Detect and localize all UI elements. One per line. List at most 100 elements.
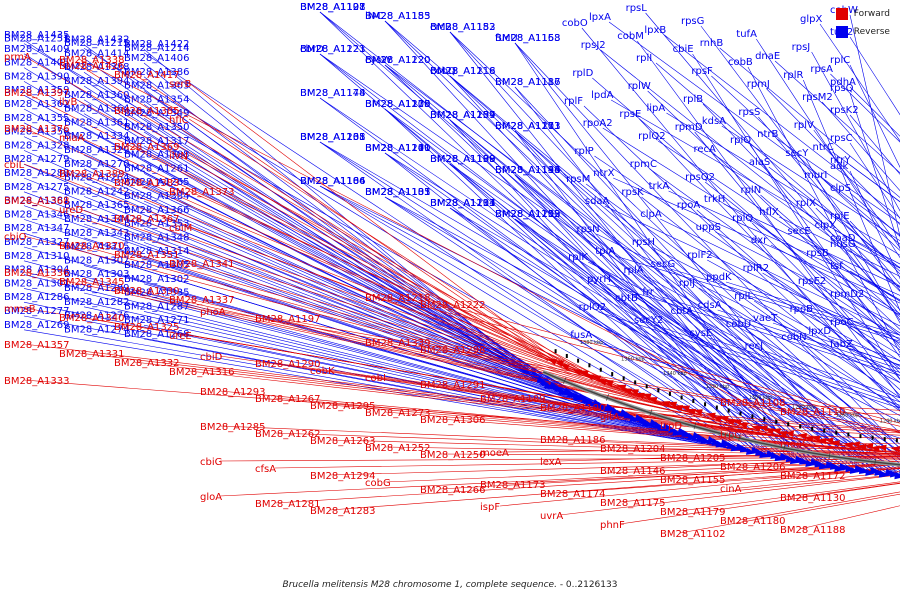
reverse-gene-label: rpsM2 — [802, 92, 833, 103]
forward-feature-arrow — [777, 430, 788, 438]
forward-gene-label: BM28_A1357 — [4, 340, 70, 351]
reverse-connector-line — [749, 144, 900, 358]
forward-gene-label: ureE — [169, 331, 192, 342]
forward-gene-label: BM28_A1426 — [59, 61, 125, 72]
reverse-gene-label: BM28_A1136 — [495, 165, 561, 176]
reverse-connector-line — [664, 34, 900, 219]
forward-feature-arrow — [810, 435, 821, 442]
legend-item-forward: Forward — [835, 8, 890, 20]
scale-tick — [828, 451, 831, 459]
forward-gene-label: cinA — [720, 484, 742, 495]
misc-feature-tick — [823, 428, 826, 433]
reverse-gene-label: BM28_A1103 — [495, 209, 561, 220]
forward-feature-arrow — [830, 440, 840, 447]
reverse-gene-label: BM28_A1168 — [300, 132, 366, 143]
reverse-connector-line — [700, 25, 900, 291]
reverse-connector-line — [777, 138, 900, 224]
reverse-gene-label: BM28_A1435 — [4, 30, 70, 41]
forward-connector-line — [384, 411, 900, 454]
reverse-gene-label: BM28_A1308 — [124, 150, 190, 161]
reverse-connector-line — [819, 23, 900, 142]
reverse-gene-label: cysE — [689, 328, 712, 339]
forward-connector-line — [188, 154, 628, 393]
forward-gene-label: BM28_A1316 — [169, 367, 235, 378]
forward-connector-line — [799, 482, 900, 498]
forward-gene-label: gltA — [600, 412, 620, 423]
reverse-gene-label: BM28_A1208 — [365, 99, 431, 110]
forward-feature-arrow — [738, 422, 748, 429]
forward-connector-line — [679, 456, 900, 458]
forward-gene-label: moeA — [480, 448, 509, 459]
legend-item-reverse: Reverse — [835, 26, 890, 38]
reverse-connector-line — [655, 62, 900, 272]
forward-gene-label: cfsA — [255, 464, 276, 475]
forward-gene-label: BM28_A1204 — [600, 444, 666, 455]
reverse-gene-label: BM28_A1304 — [4, 265, 70, 276]
reverse-connector-line — [23, 43, 744, 452]
misc-feature-tick — [787, 422, 790, 427]
reverse-connector-line — [384, 152, 832, 469]
forward-connector-line — [619, 456, 900, 471]
reverse-feature-arrow — [885, 468, 895, 476]
forward-gene-label: BM28_A1345 — [59, 277, 125, 288]
reverse-connector-line — [805, 157, 900, 324]
reverse-gene-label: BM28_A1353 — [124, 219, 190, 230]
reverse-gene-label: BM28_A1140 — [365, 143, 431, 154]
reverse-swatch-icon — [835, 26, 848, 38]
forward-gene-label: BM28_A1376 — [4, 124, 70, 135]
reverse-gene-label: BM28_A1101 — [300, 2, 366, 13]
misc-feature-tick — [895, 438, 898, 443]
reverse-gene-label: BM28_A1315 — [64, 242, 130, 253]
reverse-gene-label: BM28_A1170 — [365, 99, 431, 110]
forward-connector-line — [384, 446, 900, 456]
forward-connector-line — [78, 64, 556, 365]
forward-gene-label: BM28_A1102 — [660, 529, 726, 540]
forward-connector-line — [799, 410, 900, 415]
forward-connector-line — [219, 310, 900, 433]
forward-connector-line — [619, 483, 900, 525]
reverse-gene-label: dnaE — [755, 51, 780, 62]
reverse-connector-line — [319, 141, 764, 456]
reverse-gene-label: rplI — [636, 53, 652, 64]
reverse-gene-label: BM28_A1365 — [64, 200, 130, 211]
reverse-gene-label: nusG — [830, 239, 856, 250]
reverse-gene-label: rpsB — [806, 248, 829, 259]
reverse-connector-line — [384, 196, 900, 474]
reverse-connector-line — [711, 75, 900, 251]
forward-gene-label: BM28_A1172 — [780, 471, 846, 482]
reverse-gene-label: rpsC — [830, 133, 853, 144]
forward-connector-line — [559, 450, 900, 462]
forward-gene-label: cbiO — [4, 232, 27, 243]
reverse-gene-label: BM28_A1207 — [430, 110, 496, 121]
misc-feature-tick — [775, 419, 778, 424]
reverse-connector-line — [143, 117, 591, 405]
reverse-connector-line — [772, 322, 900, 366]
reverse-gene-label: cbiE — [673, 44, 694, 55]
reverse-connector-line — [23, 53, 548, 388]
reverse-connector-line — [143, 311, 722, 447]
forward-feature-arrow — [843, 442, 854, 449]
reverse-connector-line — [143, 297, 712, 444]
reverse-gene-label: rplR — [783, 70, 803, 81]
reverse-gene-label: BM28_A1214 — [124, 43, 190, 54]
forward-gene-label: BM28_A1262 — [255, 429, 321, 440]
reverse-gene-label: murI — [804, 170, 827, 181]
reverse-connector-line — [384, 20, 793, 462]
reverse-gene-label: BM28_A1133 — [365, 187, 431, 198]
forward-feature-arrow — [622, 388, 633, 395]
reverse-connector-line — [668, 190, 900, 296]
forward-gene-label: ispF — [480, 502, 500, 513]
reverse-connector-line — [828, 335, 900, 361]
reverse-gene-label: cobM — [617, 31, 644, 42]
reverse-gene-label: BM28_A1183 — [430, 22, 496, 33]
reverse-connector-line — [662, 296, 900, 373]
reverse-gene-label: rpoA2 — [583, 118, 613, 129]
reverse-connector-line — [514, 174, 838, 470]
reverse-gene-label: rplC — [830, 55, 850, 66]
forward-gene-label: BM28_A1385 — [114, 106, 180, 117]
forward-feature-arrow — [797, 433, 808, 440]
forward-connector-line — [739, 401, 900, 411]
reverse-connector-line — [849, 14, 900, 238]
reverse-gene-label: cobO — [562, 18, 588, 29]
reverse-gene-label: coaD — [830, 233, 856, 244]
